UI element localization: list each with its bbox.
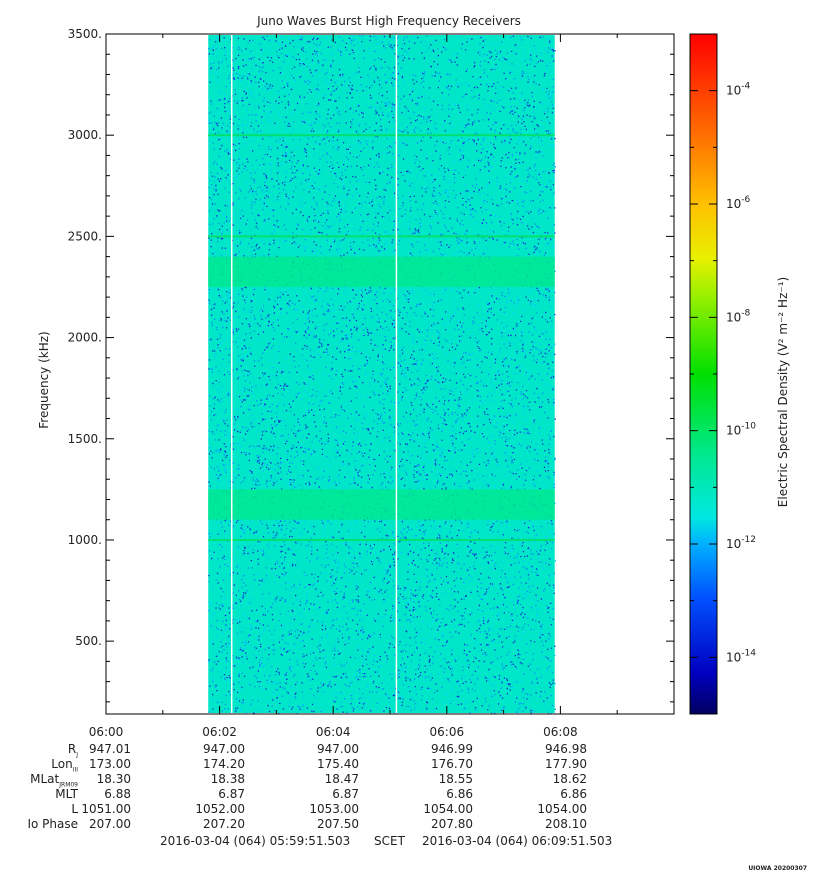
ephemeris-value: 18.38 [210,772,245,786]
ephemeris-value: 207.80 [431,817,473,831]
ephemeris-label-text: Lon [51,757,73,771]
ephemeris-value: 175.40 [317,757,359,771]
ephemeris-value: 18.55 [438,772,473,786]
ephemeris-value: 1054.00 [423,802,473,816]
ephemeris-value: 208.10 [545,817,587,831]
x-tick-label: 06:00 [89,725,124,739]
ephemeris-value: 6.88 [104,787,131,801]
ephemeris-value: 946.98 [545,742,587,756]
y-tick-label: 2000. [68,331,102,345]
colorbar-tick-exponent: -12 [741,535,756,545]
ephemeris-value: 177.90 [545,757,587,771]
data-gap [230,35,233,713]
ephemeris-label-text: MLat [30,772,60,786]
colorbar-label: Electric Spectral Density (V² m⁻² Hz⁻¹) [776,277,790,507]
y-tick-label: 3500. [68,27,102,41]
ephemeris-value: 946.99 [431,742,473,756]
ephemeris-row-label: MLT [55,787,78,802]
narrowband-line [208,235,555,238]
footer-end-time: 2016-03-04 (064) 06:09:51.503 [422,834,613,848]
y-tick-label: 2500. [68,229,102,243]
x-tick-label: 06:04 [316,725,351,739]
ephemeris-label-text: L [71,802,78,816]
enhanced-band [208,256,555,287]
colorbar-tick-label: 10-8 [726,308,751,324]
colorbar-tick-label: 10-6 [726,195,751,211]
ephemeris-value: 947.00 [203,742,245,756]
ephemeris-value: 18.30 [96,772,131,786]
y-axis: 500. 1000. 1500. 2000. 2500. 3000. 3500. [68,27,674,703]
y-tick-label: 500. [75,634,102,648]
ephemeris-value: 207.20 [203,817,245,831]
ephemeris-label-text: Io Phase [27,817,78,831]
ephemeris-value: 6.86 [560,787,587,801]
ephemeris-label-subscript: J [76,751,78,759]
noise-light [208,35,557,715]
ephemeris-value: 207.50 [317,817,359,831]
footer-scet-label: SCET [374,834,405,848]
ephemeris-label-text: MLT [55,787,78,801]
narrowband-line [208,538,555,541]
ephemeris-value: 207.00 [89,817,131,831]
colorbar-tick-exponent: -10 [741,422,756,432]
chart-title: Juno Waves Burst High Frequency Receiver… [256,14,521,28]
ephemeris-row-label: Io Phase [27,817,78,832]
enhanced-band [208,489,555,520]
x-tick-label: 06:08 [543,725,578,739]
ephemeris-value: 18.47 [324,772,359,786]
colorbar-tick-exponent: -4 [741,82,750,92]
ephemeris-row-label: LonIII [51,757,78,777]
ephemeris-label-text: R [67,742,77,756]
ephemeris-value: 6.86 [446,787,473,801]
ephemeris-value: 1053.00 [309,802,359,816]
x-tick-label: 06:02 [202,725,237,739]
y-tick-label: 3000. [68,128,102,142]
data-gap [395,35,398,713]
colorbar-tick-exponent: -8 [741,308,750,318]
colorbar-tick-label: 10-14 [726,648,756,664]
ephemeris-value: 947.01 [89,742,131,756]
y-tick-label: 1500. [68,432,102,446]
y-axis-label: Frequency (kHz) [37,331,51,428]
colorbar-tick-exponent: -14 [741,648,756,658]
ephemeris-row-label: RJ [68,742,78,762]
x-axis: 06:00 06:02 06:04 06:06 06:08 [89,34,675,739]
ephemeris-value: 947.00 [317,742,359,756]
ephemeris-value: 1054.00 [537,802,587,816]
ephemeris-value: 1051.00 [81,802,131,816]
colorbar [689,33,718,715]
colorbar-tick-exponent: -6 [741,195,750,205]
colorbar-tick-label: 10-12 [726,535,756,551]
ephemeris-row-label: MLatJRM09 [30,772,78,792]
ephemeris-value: 1052.00 [195,802,245,816]
footer-start-time: 2016-03-04 (064) 05:59:51.503 [160,834,351,848]
ephemeris-label-subscript: III [72,766,78,774]
y-tick-label: 1000. [68,533,102,547]
ephemeris-label-subscript: JRM09 [59,781,78,789]
ephemeris-value: 6.87 [332,787,359,801]
colorbar-tick-label: 10-10 [726,422,756,438]
ephemeris-value: 173.00 [89,757,131,771]
ephemeris-value: 6.87 [218,787,245,801]
narrowband-line [208,134,555,137]
ephemeris-row-label: L [71,802,78,817]
ephemeris-value: 176.70 [431,757,473,771]
colorbar-tick-label: 10-4 [726,82,751,98]
x-tick-label: 06:06 [430,725,465,739]
ephemeris-value: 174.20 [203,757,245,771]
watermark: UIOWA 20200307 [748,865,807,872]
spectrogram-data [208,35,557,715]
ephemeris-value: 18.62 [552,772,587,786]
